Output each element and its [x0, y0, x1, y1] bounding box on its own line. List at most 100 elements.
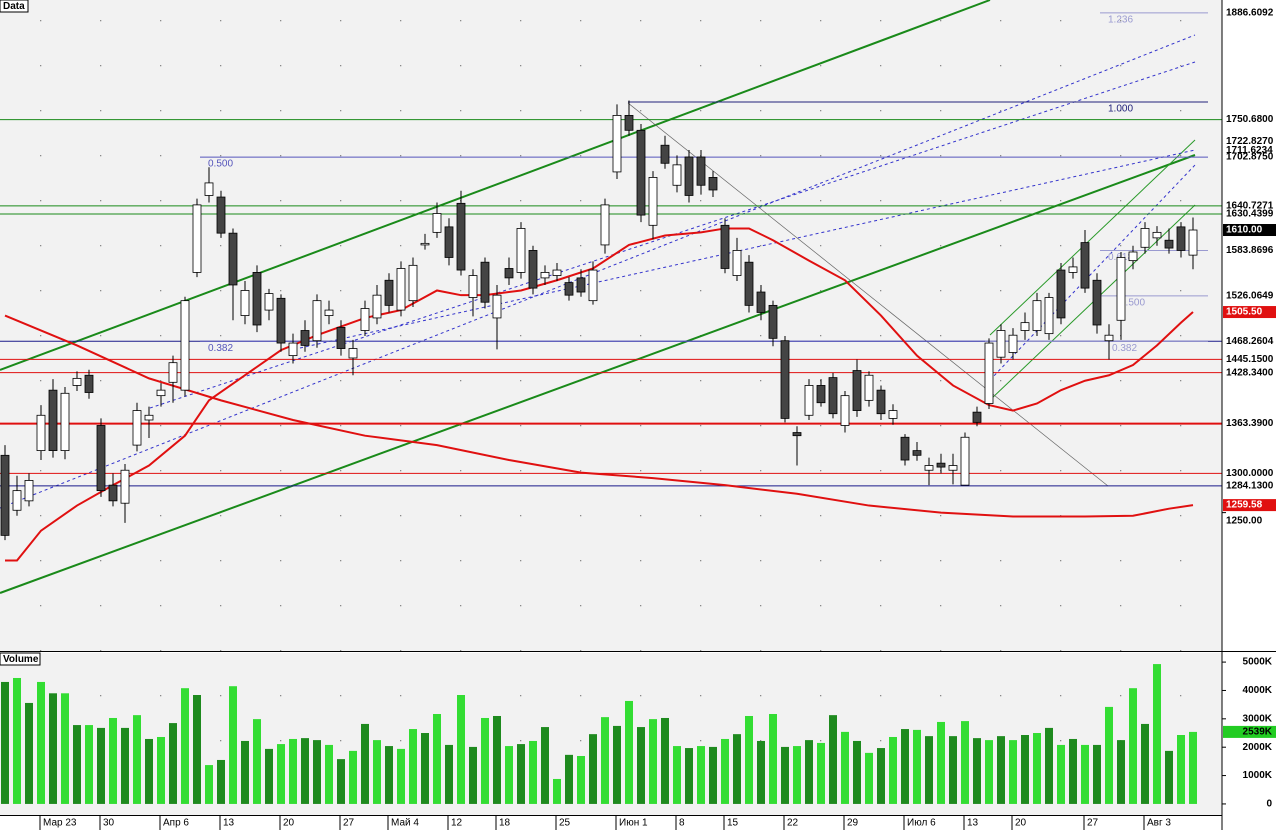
- candle-body: [960, 436, 970, 486]
- panel-title-box: [0, 652, 41, 666]
- candle-body: [936, 462, 946, 468]
- candle-body: [312, 300, 322, 342]
- candle-body: [600, 204, 610, 246]
- volume-bar: [1021, 735, 1029, 804]
- volume-bar: [1045, 727, 1053, 804]
- volume-bar: [157, 736, 165, 804]
- volume-bar: [733, 734, 741, 804]
- volume-bar: [865, 752, 873, 804]
- level-label-box: [1223, 499, 1276, 512]
- date-axis: Мар 23 30 Апр 6 13 20 27 Май 4 12 18 25 Июн 1 8 15 22…: [39, 815, 1171, 830]
- level-label: 1428.3400: [1226, 367, 1274, 378]
- candle-body: [516, 228, 526, 273]
- candle-body: [648, 177, 658, 226]
- volume-bar: [1129, 688, 1137, 804]
- candle-body: [336, 326, 346, 349]
- panel-title: Data: [3, 1, 25, 12]
- volume-bar: [205, 765, 213, 804]
- candle-body: [144, 414, 154, 421]
- volume-bar: [349, 750, 357, 804]
- trend-dashed: [0, 34, 1196, 509]
- volume-bar: [145, 738, 153, 804]
- volume-bar: [217, 759, 225, 804]
- candle-body: [612, 114, 622, 173]
- candle-body: [132, 410, 142, 446]
- x-tick-label: Мар 23: [43, 818, 77, 829]
- candle-body: [564, 282, 574, 296]
- volume-bar: [961, 721, 969, 804]
- volume-bar: [1177, 735, 1185, 804]
- volume-bar: [409, 729, 417, 804]
- volume-bar: [697, 746, 705, 804]
- volume-bar: [973, 738, 981, 804]
- candle-body: [420, 242, 430, 246]
- candle-body: [660, 144, 670, 164]
- volume-bars: [1, 664, 1197, 804]
- volume-tick-label: 1000K: [1243, 770, 1273, 781]
- trend-channel: [0, 154, 1196, 594]
- candle-body: [804, 385, 814, 416]
- level-label: 1583.8696: [1226, 245, 1274, 256]
- candle-body: [0, 454, 10, 536]
- candle-body: [912, 450, 922, 456]
- level-label: 1445.1500: [1226, 354, 1274, 365]
- volume-bar: [277, 744, 285, 804]
- candle-body: [60, 392, 70, 452]
- right-axis: 1886.6092 1750.6800 1722.82701711.62341702…: [1222, 8, 1276, 810]
- fib-label: 0.500: [208, 159, 233, 170]
- candle-body: [12, 490, 22, 511]
- volume-bar: [649, 719, 657, 804]
- candle-body: [168, 362, 178, 383]
- level-label: 1750.6800: [1226, 114, 1274, 125]
- level-label-box: [1223, 306, 1276, 319]
- candle-body: [1044, 297, 1054, 335]
- candle-body: [288, 342, 298, 357]
- level-label: 1610.00: [1226, 225, 1263, 236]
- volume-bar: [61, 693, 69, 804]
- candle-body: [456, 202, 466, 271]
- volume-bar: [1033, 733, 1041, 804]
- volume-bar: [229, 686, 237, 804]
- volume-bar: [601, 717, 609, 804]
- volume-bar: [301, 738, 309, 804]
- volume-bar: [829, 715, 837, 804]
- x-tick-label: 20: [283, 818, 295, 829]
- level-label: 1363.3900: [1226, 418, 1274, 429]
- candle-body: [348, 348, 358, 359]
- volume-bar: [985, 740, 993, 804]
- candle-body: [216, 196, 226, 234]
- x-tick-label: 13: [967, 818, 979, 829]
- volume-bar: [1165, 750, 1173, 804]
- x-tick-label: 25: [559, 818, 571, 829]
- candle-body: [552, 269, 562, 276]
- candle-body: [816, 385, 826, 404]
- level-label: 1886.6092: [1226, 8, 1274, 19]
- candle-body: [1116, 257, 1126, 321]
- candle-body: [120, 469, 130, 504]
- level-label: 1505.50: [1226, 307, 1263, 318]
- candle-body: [396, 268, 406, 311]
- trend-dashed: [299, 149, 1196, 349]
- volume-bar: [1105, 706, 1113, 804]
- volume-bar: [613, 725, 621, 804]
- volume-bar: [565, 754, 573, 804]
- candle-body: [996, 330, 1006, 358]
- volume-bar: [337, 759, 345, 804]
- volume-bar: [817, 742, 825, 804]
- volume-bar: [937, 721, 945, 804]
- volume-bar: [133, 715, 141, 804]
- candles: [0, 100, 1198, 541]
- volume-bar: [445, 744, 453, 804]
- volume-bar: [253, 719, 261, 804]
- candle-body: [360, 308, 370, 331]
- volume-bar: [469, 746, 477, 804]
- x-tick-label: 29: [847, 818, 859, 829]
- level-label: 1300.0000: [1226, 468, 1274, 479]
- candle-body: [744, 261, 754, 306]
- volume-bar: [589, 734, 597, 804]
- volume-bar: [793, 746, 801, 804]
- candle-body: [636, 129, 646, 216]
- level-label: 1468.2604: [1226, 336, 1274, 347]
- volume-tick-label: 2000K: [1243, 742, 1273, 753]
